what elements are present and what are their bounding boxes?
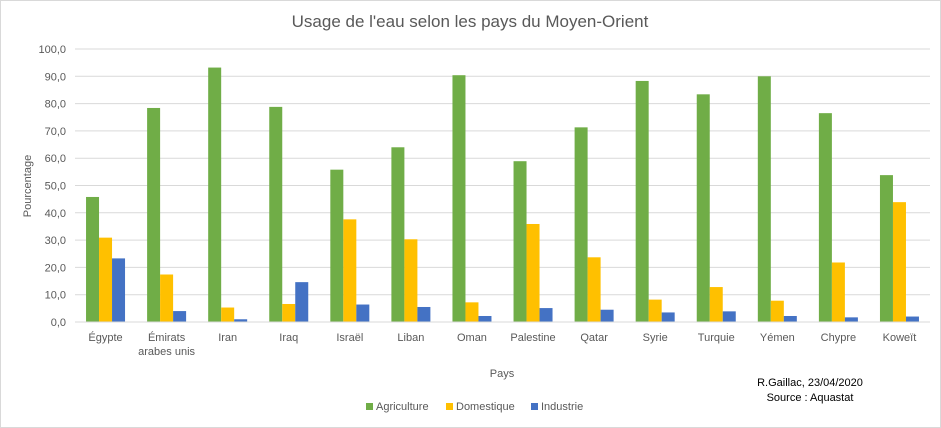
- bar-domestique-2: [160, 274, 174, 322]
- bar-industrie-14: [905, 316, 919, 322]
- bar-agriculture-11: [696, 94, 710, 323]
- bar-industrie-13: [844, 317, 858, 322]
- bar-agriculture-7: [452, 75, 466, 322]
- bar-domestique-13: [831, 262, 845, 322]
- bar-domestique-7: [465, 302, 479, 322]
- bar-agriculture-2: [147, 107, 161, 322]
- x-tick-label: Oman: [457, 332, 487, 344]
- bar-agriculture-6: [391, 147, 405, 322]
- legend-swatch-industrie: [531, 403, 538, 410]
- bar-industrie-6: [417, 306, 431, 322]
- bar-domestique-4: [282, 303, 296, 322]
- x-axis-label: Pays: [490, 368, 515, 380]
- gridlines: [75, 48, 930, 296]
- x-tick-label: Palestine: [510, 332, 555, 344]
- legend-swatch-domestique: [446, 403, 453, 410]
- bar-agriculture-9: [574, 127, 588, 322]
- bar-industrie-2: [173, 311, 187, 322]
- y-tick-label: 80,0: [45, 99, 66, 111]
- x-tick-label: Iran: [218, 332, 237, 344]
- bar-domestique-6: [404, 239, 418, 322]
- y-tick-label: 40,0: [45, 208, 66, 220]
- y-tick-label: 70,0: [45, 126, 66, 138]
- bar-domestique-5: [343, 219, 357, 322]
- y-tick-label: 60,0: [45, 153, 66, 165]
- x-tick-label: Chypre: [821, 332, 856, 344]
- bar-domestique-9: [587, 257, 601, 322]
- x-axis-ticks: Égypte Émirats arabes unis Iran Iraq Israël Li…: [88, 331, 916, 358]
- bar-industrie-7: [478, 315, 492, 322]
- y-axis-ticks: 0,0 10,0 20,0 30,0 40,0 50,0 60,0 70,0 80,0 90,0 1…: [38, 44, 66, 329]
- x-tick-label: Liban: [397, 332, 424, 344]
- y-tick-label: 50,0: [45, 181, 66, 193]
- y-tick-label: 0,0: [51, 317, 66, 329]
- credit-author: R.Gaillac, 23/04/2020: [757, 377, 863, 389]
- legend-label-agriculture: Agriculture: [376, 401, 429, 413]
- bar-domestique-12: [770, 300, 784, 322]
- x-tick-label: Égypte: [88, 331, 122, 344]
- x-tick-label: Iraq: [279, 332, 298, 344]
- bar-industrie-10: [661, 312, 675, 322]
- bar-industrie-1: [112, 258, 126, 322]
- legend-label-domestique: Domestique: [456, 401, 515, 413]
- bar-agriculture-10: [635, 80, 649, 322]
- bar-agriculture-1: [86, 196, 100, 322]
- y-axis-label: Pourcentage: [22, 155, 34, 217]
- bar-industrie-8: [539, 308, 553, 322]
- credit-source: Source : Aquastat: [767, 392, 854, 404]
- x-tick-label: Koweït: [883, 332, 917, 344]
- bar-agriculture-12: [757, 76, 771, 322]
- bar-agriculture-14: [879, 175, 893, 322]
- bar-industrie-3: [234, 319, 248, 322]
- legend-swatch-agriculture: [366, 403, 373, 410]
- bars: [86, 67, 919, 323]
- bar-agriculture-13: [818, 113, 832, 322]
- x-tick-label: Syrie: [643, 332, 668, 344]
- bar-domestique-8: [526, 223, 540, 322]
- y-tick-label: 30,0: [45, 235, 66, 247]
- y-tick-label: 20,0: [45, 262, 66, 274]
- legend: Agriculture Domestique Industrie: [366, 401, 583, 413]
- x-tick-label: Yémen: [760, 332, 795, 344]
- bar-agriculture-8: [513, 161, 527, 322]
- legend-label-industrie: Industrie: [541, 401, 583, 413]
- bar-industrie-11: [722, 311, 736, 322]
- bar-domestique-10: [648, 299, 662, 322]
- bar-domestique-11: [709, 287, 723, 322]
- bar-domestique-1: [99, 237, 113, 322]
- bar-agriculture-5: [330, 169, 344, 322]
- chart-title: Usage de l'eau selon les pays du Moyen-O…: [292, 12, 649, 31]
- x-tick-label: Israël: [336, 332, 363, 344]
- bar-industrie-5: [356, 304, 370, 322]
- bar-industrie-4: [295, 282, 309, 322]
- y-tick-label: 100,0: [38, 44, 66, 56]
- bar-agriculture-4: [269, 106, 283, 322]
- bar-industrie-12: [783, 315, 797, 322]
- bar-agriculture-3: [208, 67, 222, 323]
- y-tick-label: 10,0: [45, 290, 66, 302]
- bar-domestique-3: [221, 307, 235, 322]
- x-tick-label: Émirats arabes unis: [138, 331, 195, 358]
- bar-industrie-9: [600, 309, 614, 322]
- bar-domestique-14: [892, 202, 906, 322]
- y-tick-label: 90,0: [45, 71, 66, 83]
- x-tick-label: Turquie: [698, 332, 735, 344]
- x-tick-label: Qatar: [580, 332, 608, 344]
